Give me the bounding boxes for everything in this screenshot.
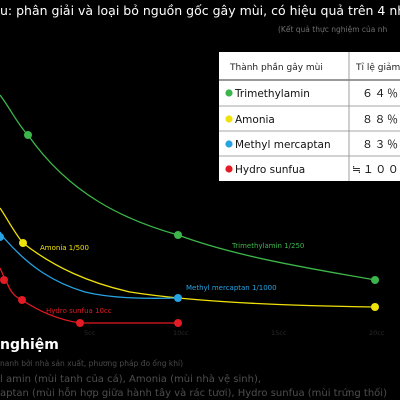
- row-color-dot: [225, 140, 233, 148]
- row-name: Hydro sunfua: [235, 164, 305, 176]
- trimethylamin-curve: [0, 94, 376, 281]
- hydro-sunfua-point-2: [18, 296, 26, 304]
- chart-subtitle: (Kết quả thực nghiệm của nh: [278, 25, 387, 34]
- reduction-table: Thành phần gây mùi Tỉ lệ giảm Trimethyla…: [219, 52, 400, 181]
- table-row: Methyl mercaptan ８３％: [225, 138, 400, 151]
- series-labels: Trimethylamin 1/250 Amonia 1/500 Methyl …: [40, 242, 304, 315]
- x-tick-10cc: 10cc: [173, 329, 189, 337]
- method-subheading: nanh bởi nhà sản xuất, phương pháp đo ốn…: [0, 359, 183, 368]
- method-line-1: l amin (mùi tanh của cá), Amonia (mùi nh…: [0, 373, 261, 385]
- table-row: Amonia ８８％: [225, 113, 400, 126]
- data-points: [0, 131, 379, 327]
- row-value: ≒１００％: [352, 163, 400, 176]
- row-color-dot: [225, 165, 233, 173]
- row-color-dot: [225, 89, 233, 97]
- hydro-sunfua-point-1: [0, 276, 8, 284]
- hydro-sunfua-label: Hydro sunfua 10cc: [46, 307, 112, 315]
- table-header-reduction: Tỉ lệ giảm: [355, 62, 400, 73]
- row-color-dot: [225, 115, 233, 123]
- amonia-point-1: [19, 239, 27, 247]
- method-section: nghiệm nanh bởi nhà sản xuất, phương phá…: [0, 337, 387, 399]
- row-value: ８３％: [362, 138, 400, 151]
- row-value: ６４％: [362, 87, 400, 100]
- x-tick-labels: 5cc 10cc 15cc 20cc: [84, 329, 385, 337]
- amonia-label: Amonia 1/500: [40, 244, 89, 252]
- x-tick-20cc: 20cc: [369, 329, 385, 337]
- trimethylamin-point-2: [174, 231, 182, 239]
- methyl-mercaptan-point-1: [0, 233, 4, 241]
- table-header-component: Thành phần gây mùi: [229, 62, 323, 73]
- amonia-curve: [0, 207, 376, 308]
- hydro-sunfua-point-4: [174, 319, 182, 327]
- row-name: Trimethylamin: [234, 88, 310, 100]
- chart-title: u: phân giải và loại bỏ nguồn gốc gây mù…: [0, 3, 400, 18]
- methyl-mercaptan-label: Methyl mercaptan 1/1000: [186, 284, 277, 292]
- table-row: Trimethylamin ６４％: [225, 87, 400, 100]
- trimethylamin-point-3: [371, 276, 379, 284]
- row-name: Amonia: [235, 114, 275, 126]
- hydro-sunfua-curve: [0, 267, 178, 324]
- row-value: ８８％: [362, 113, 400, 126]
- trimethylamin-label: Trimethylamin 1/250: [231, 242, 304, 250]
- x-tick-15cc: 15cc: [271, 329, 287, 337]
- table-background: [219, 52, 400, 181]
- table-row: Hydro sunfua ≒１００％: [225, 163, 400, 176]
- methyl-mercaptan-point-2: [174, 294, 182, 302]
- amonia-point-2: [371, 303, 379, 311]
- trimethylamin-point-1: [24, 131, 32, 139]
- method-line-2: aptan (mùi hỗn hợp giữa hành tây và rác …: [0, 386, 387, 399]
- x-tick-5cc: 5cc: [84, 329, 96, 337]
- hydro-sunfua-point-3: [76, 319, 84, 327]
- method-heading: nghiệm: [0, 337, 59, 353]
- row-name: Methyl mercaptan: [235, 139, 331, 151]
